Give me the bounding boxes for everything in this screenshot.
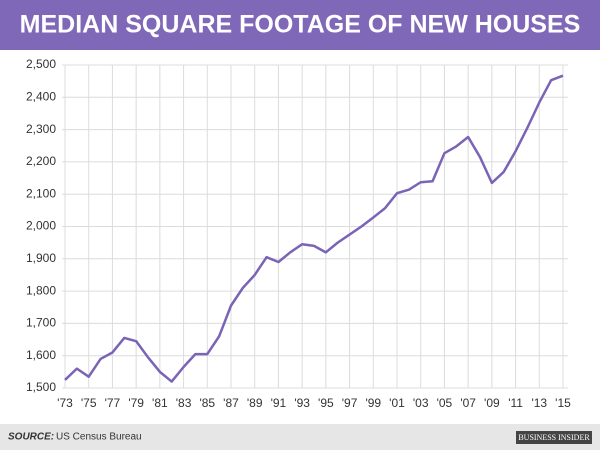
- y-tick-label: 1,600: [26, 348, 56, 362]
- x-tick-label: '85: [199, 396, 215, 410]
- y-tick-label: 2,200: [26, 154, 56, 168]
- y-tick-label: 2,100: [26, 186, 56, 200]
- line: [64, 74, 564, 383]
- x-tick-label: '75: [81, 396, 97, 410]
- x-tick-label: '89: [247, 396, 263, 410]
- title-bar: [0, 0, 600, 50]
- x-tick-label: '73: [57, 396, 73, 410]
- x-tick-label: '95: [318, 396, 334, 410]
- source: US Census Bureau: [56, 432, 142, 443]
- brand: BUSINESS INSIDER: [518, 433, 590, 442]
- x-tick-label: '15: [555, 396, 571, 410]
- y-tick-label: 2,400: [26, 89, 56, 103]
- x-tick-label: '97: [342, 396, 358, 410]
- x-tick-label: '91: [271, 396, 287, 410]
- footer-bar: [0, 424, 600, 450]
- y-tick-label: 1,900: [26, 251, 56, 265]
- y-tick-label: 2,000: [26, 219, 56, 233]
- y-tick-label: 2,300: [26, 122, 56, 136]
- x-tick-label: '03: [413, 396, 429, 410]
- x-tick-label: '01: [389, 396, 405, 410]
- x-tick-label: '13: [531, 396, 547, 410]
- chart-title: MEDIAN SQUARE FOOTAGE OF NEW HOUSES: [20, 11, 581, 39]
- x-tick-label: '93: [294, 396, 310, 410]
- x-tick-label: '05: [437, 396, 453, 410]
- y-tick-label: 1,800: [26, 283, 56, 297]
- x-tick-label: '99: [365, 396, 381, 410]
- y-tick-label: 2,500: [26, 57, 56, 71]
- x-tick-label: '83: [176, 396, 192, 410]
- brand-box: [516, 431, 592, 444]
- y-tick-label: 1,500: [26, 380, 56, 394]
- x-tick-label: '09: [484, 396, 500, 410]
- x-tick-label: '87: [223, 396, 239, 410]
- source-label: SOURCE:: [8, 432, 54, 443]
- x-tick-label: '77: [105, 396, 121, 410]
- y-tick-label: 1,700: [26, 316, 56, 330]
- x-tick-label: '81: [152, 396, 168, 410]
- x-tick-label: '79: [128, 396, 144, 410]
- x-tick-label: '11: [508, 396, 523, 410]
- x-tick-label: '07: [460, 396, 476, 410]
